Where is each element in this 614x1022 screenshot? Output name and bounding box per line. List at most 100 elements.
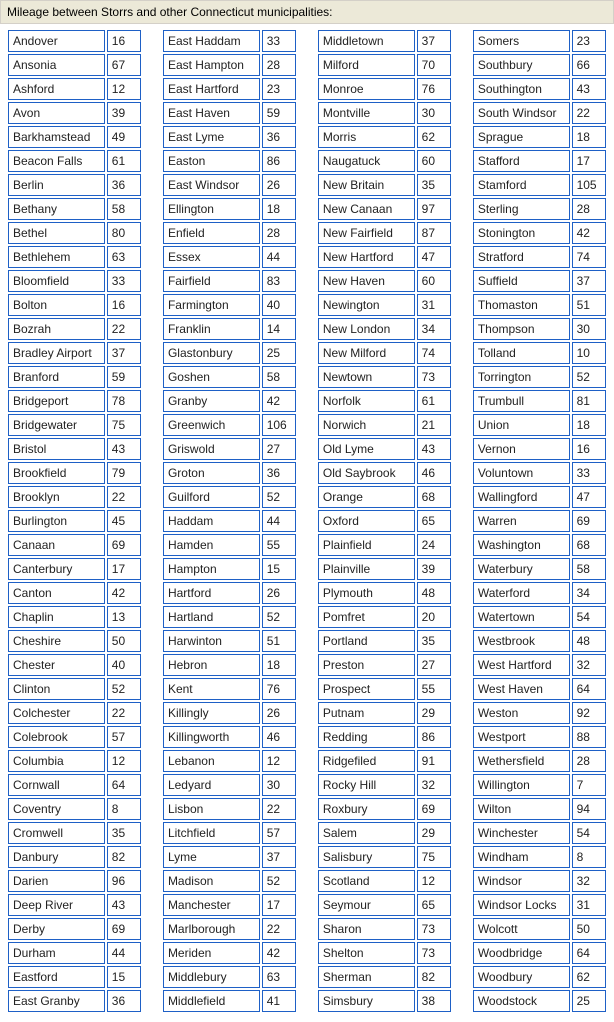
column-spacer (143, 366, 161, 388)
column-spacer (453, 366, 471, 388)
municipality-name: Franklin (163, 318, 260, 340)
column-spacer (453, 126, 471, 148)
municipality-name: Weston (473, 702, 570, 724)
column-spacer (143, 294, 161, 316)
column-spacer (143, 54, 161, 76)
column-spacer (143, 438, 161, 460)
municipality-name: Portland (318, 630, 415, 652)
municipality-name: Morris (318, 126, 415, 148)
mileage-value: 52 (262, 870, 296, 892)
column-spacer (143, 102, 161, 124)
mileage-value: 64 (572, 942, 606, 964)
municipality-name: Salisbury (318, 846, 415, 868)
column-spacer (298, 270, 316, 292)
column-spacer (298, 510, 316, 532)
municipality-name: Stratford (473, 246, 570, 268)
mileage-value: 7 (572, 774, 606, 796)
table-row: Cromwell35Litchfield57Salem29Winchester5… (8, 822, 606, 844)
mileage-value: 16 (572, 438, 606, 460)
column-spacer (453, 102, 471, 124)
mileage-value: 14 (262, 318, 296, 340)
municipality-name: Bridgewater (8, 414, 105, 436)
mileage-value: 82 (417, 966, 451, 988)
municipality-name: Stafford (473, 150, 570, 172)
municipality-name: New Milford (318, 342, 415, 364)
mileage-value: 66 (572, 54, 606, 76)
page-title: Mileage between Storrs and other Connect… (0, 0, 614, 24)
mileage-value: 22 (107, 486, 141, 508)
table-row: Brookfield79Groton36Old Saybrook46Volunt… (8, 462, 606, 484)
column-spacer (453, 222, 471, 244)
column-spacer (453, 342, 471, 364)
column-spacer (453, 918, 471, 940)
mileage-value: 57 (262, 822, 296, 844)
mileage-value: 79 (107, 462, 141, 484)
table-row: Brooklyn22Guilford52Orange68Wallingford4… (8, 486, 606, 508)
mileage-value: 12 (417, 870, 451, 892)
mileage-value: 87 (417, 222, 451, 244)
municipality-name: Lyme (163, 846, 260, 868)
mileage-value: 96 (107, 870, 141, 892)
municipality-name: Cornwall (8, 774, 105, 796)
column-spacer (143, 918, 161, 940)
municipality-name: Easton (163, 150, 260, 172)
municipality-name: Vernon (473, 438, 570, 460)
column-spacer (143, 774, 161, 796)
municipality-name: Bristol (8, 438, 105, 460)
municipality-name: Harwinton (163, 630, 260, 652)
municipality-name: Enfield (163, 222, 260, 244)
mileage-value: 43 (572, 78, 606, 100)
table-row: Bradley Airport37Glastonbury25New Milfor… (8, 342, 606, 364)
mileage-value: 40 (262, 294, 296, 316)
municipality-name: Ridgefiled (318, 750, 415, 772)
column-spacer (143, 558, 161, 580)
municipality-name: Glastonbury (163, 342, 260, 364)
mileage-value: 15 (107, 966, 141, 988)
municipality-name: Ledyard (163, 774, 260, 796)
municipality-name: Ansonia (8, 54, 105, 76)
column-spacer (143, 630, 161, 652)
mileage-value: 12 (262, 750, 296, 772)
column-spacer (453, 174, 471, 196)
column-spacer (143, 198, 161, 220)
mileage-value: 54 (572, 606, 606, 628)
column-spacer (298, 534, 316, 556)
mileage-value: 57 (107, 726, 141, 748)
mileage-value: 60 (417, 150, 451, 172)
column-spacer (298, 678, 316, 700)
mileage-value: 30 (572, 318, 606, 340)
mileage-value: 20 (417, 606, 451, 628)
municipality-name: Avon (8, 102, 105, 124)
mileage-value: 18 (572, 414, 606, 436)
column-spacer (298, 78, 316, 100)
column-spacer (453, 942, 471, 964)
table-row: Darien96Madison52Scotland12Windsor32 (8, 870, 606, 892)
mileage-value: 21 (417, 414, 451, 436)
mileage-value: 36 (107, 990, 141, 1012)
municipality-name: Bethany (8, 198, 105, 220)
column-spacer (298, 990, 316, 1012)
mileage-value: 78 (107, 390, 141, 412)
municipality-name: Simsbury (318, 990, 415, 1012)
mileage-value: 64 (107, 774, 141, 796)
mileage-value: 15 (262, 558, 296, 580)
municipality-name: Trumbull (473, 390, 570, 412)
municipality-name: Danbury (8, 846, 105, 868)
column-spacer (453, 54, 471, 76)
column-spacer (453, 990, 471, 1012)
column-spacer (453, 774, 471, 796)
municipality-name: Killingly (163, 702, 260, 724)
municipality-name: Canaan (8, 534, 105, 556)
mileage-value: 22 (107, 318, 141, 340)
mileage-value: 35 (417, 174, 451, 196)
municipality-name: Canton (8, 582, 105, 604)
municipality-name: Windsor Locks (473, 894, 570, 916)
mileage-value: 52 (262, 606, 296, 628)
municipality-name: Oxford (318, 510, 415, 532)
municipality-name: Groton (163, 462, 260, 484)
mileage-value: 48 (417, 582, 451, 604)
table-row: Canterbury17Hampton15Plainville39Waterbu… (8, 558, 606, 580)
mileage-value: 35 (417, 630, 451, 652)
municipality-name: Stonington (473, 222, 570, 244)
mileage-value: 54 (572, 822, 606, 844)
